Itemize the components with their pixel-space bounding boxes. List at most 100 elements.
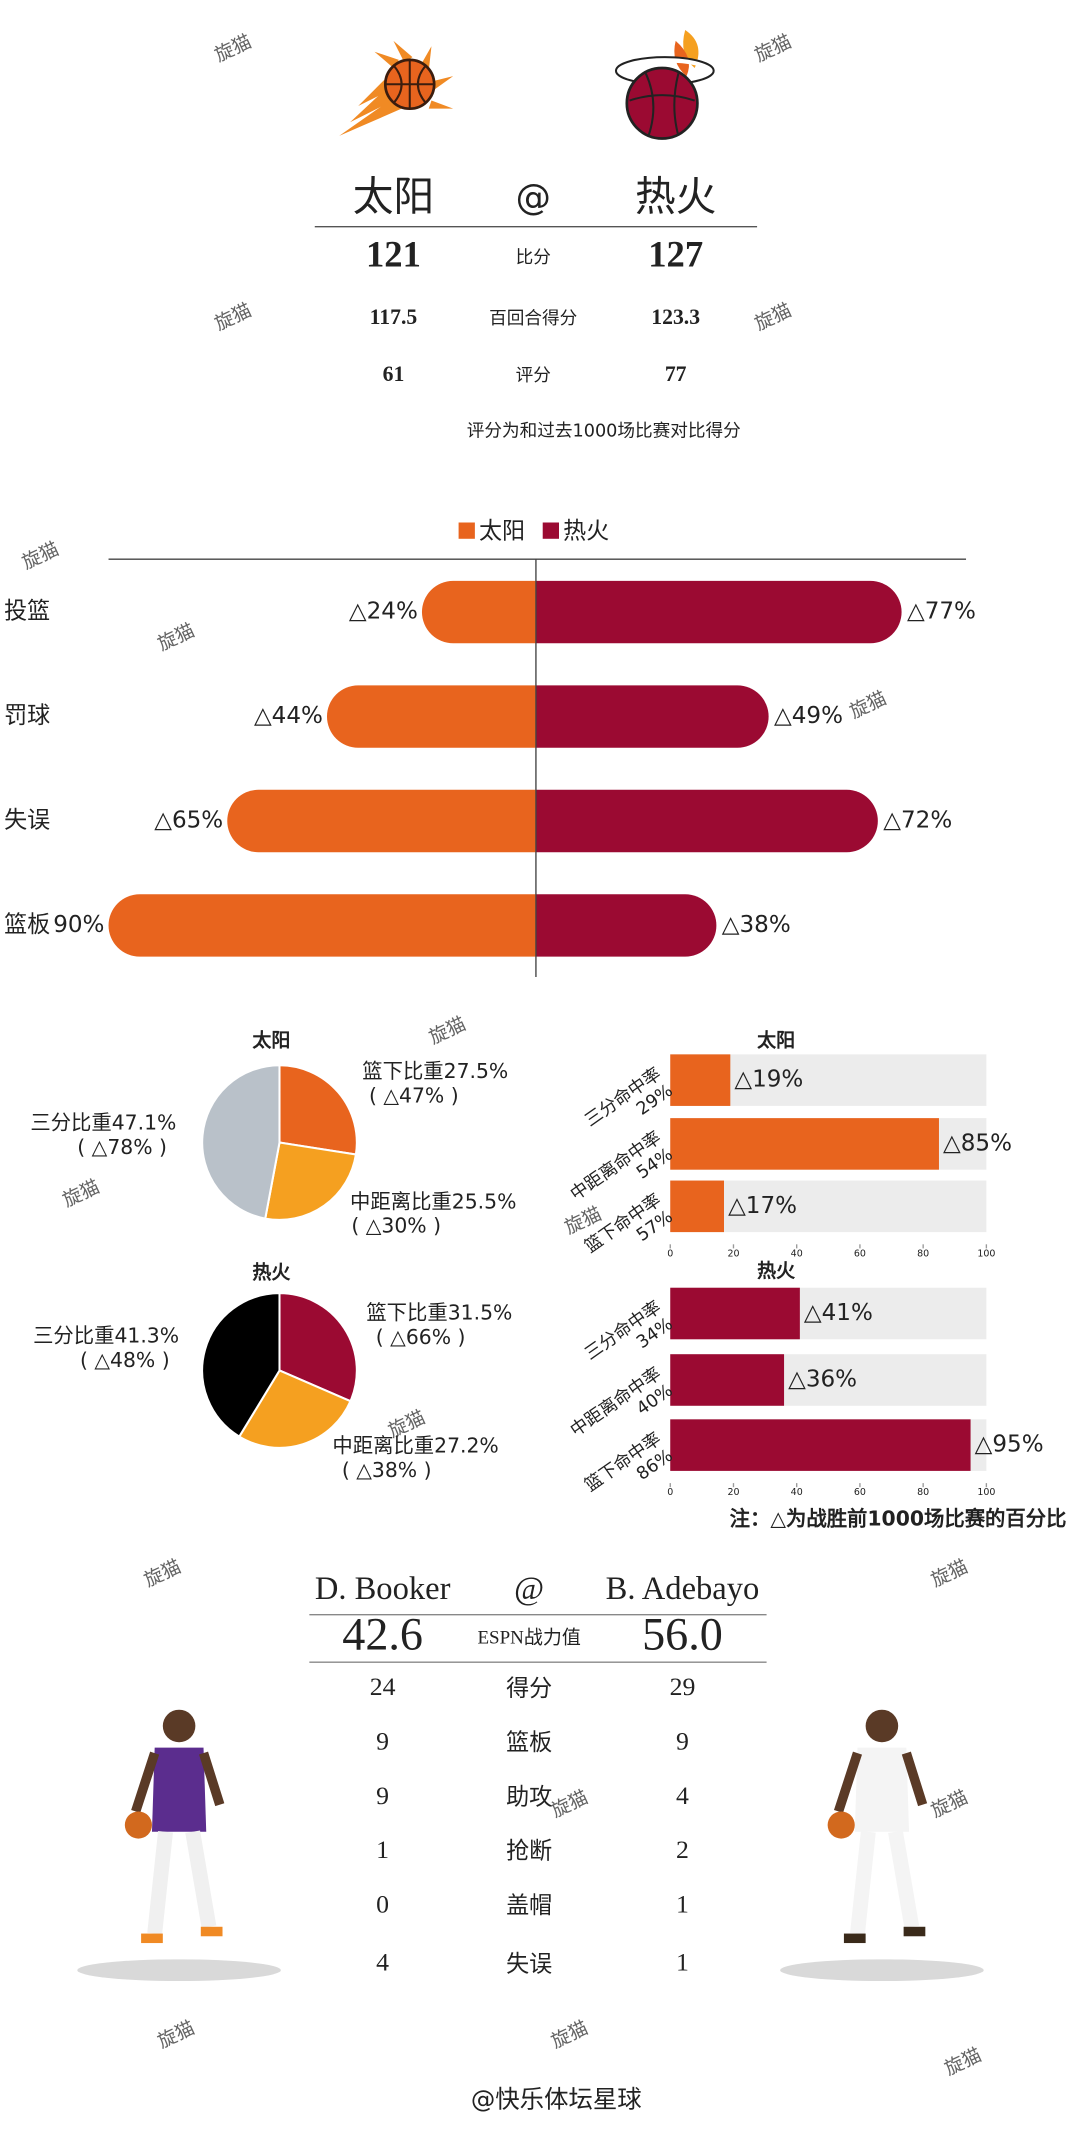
at-sign: @ (516, 178, 551, 219)
watermark: 旋猫 (59, 1176, 103, 1212)
pie-title: 热火 (252, 1260, 290, 1283)
head (162, 1709, 196, 1743)
bar (670, 1354, 785, 1406)
shoe (903, 1926, 926, 1937)
slice-annotation: ( △47% ) (369, 1083, 459, 1107)
x-tick-label: 80 (917, 1487, 929, 1498)
home-stat: 24 (370, 1672, 396, 1701)
away-value: 77 (665, 362, 687, 386)
ball (827, 1811, 855, 1839)
player-figure (77, 1709, 281, 1982)
away-stat: 4 (676, 1781, 689, 1810)
stat-label: 盖帽 (506, 1893, 552, 1919)
footnote: 注：△为战胜前1000场比赛的百分比 (730, 1507, 1067, 1531)
x-tick-label: 20 (727, 1248, 739, 1259)
score-label: 百回合得分 (489, 308, 577, 329)
home-team: 太阳 (353, 173, 434, 221)
away-stat: 1 (676, 1889, 689, 1918)
x-tick-label: 60 (854, 1248, 866, 1259)
value-label: △49% (774, 703, 843, 729)
value-label: △36% (788, 1366, 857, 1392)
slice-value: 41.3% (114, 1324, 179, 1348)
player-figure (780, 1709, 984, 1982)
x-tick-label: 100 (977, 1487, 995, 1498)
watermark: 旋猫 (426, 1013, 470, 1049)
watermark: 旋猫 (211, 299, 255, 335)
slice-label: 中距离比重25.5% (350, 1189, 516, 1213)
slice-label: 三分比重41.3% (33, 1324, 179, 1348)
slice-value: 25.5% (452, 1189, 517, 1213)
category-label: 失误 (4, 807, 50, 833)
bar (670, 1287, 800, 1340)
away-stat: 29 (670, 1672, 696, 1701)
home-stat: 9 (376, 1781, 389, 1810)
shoe (843, 1933, 866, 1944)
pie-slice (278, 1064, 358, 1156)
slice-label: 中距离比重27.2% (332, 1433, 498, 1457)
stat-label: 得分 (506, 1676, 552, 1702)
legend-swatch (458, 522, 475, 539)
arm (131, 1751, 225, 1813)
x-tick-label: 40 (791, 1487, 803, 1498)
away-team: 热火 (635, 173, 716, 221)
category-label: 三分命中率34% (581, 1297, 677, 1381)
x-tick-label: 60 (854, 1487, 866, 1498)
at-sign: @ (514, 1571, 544, 1607)
bar (670, 1419, 971, 1471)
home-stat: 1 (376, 1835, 389, 1864)
stat-label: 助攻 (506, 1784, 552, 1810)
slice-label: 篮下比重31.5% (366, 1301, 512, 1325)
bar (535, 894, 717, 957)
value-label: △95% (975, 1432, 1044, 1458)
watermark: 旋猫 (548, 2017, 592, 2053)
slice-annotation: ( △48% ) (80, 1348, 170, 1372)
pie-slice (201, 1292, 281, 1438)
value-label: △65% (154, 807, 223, 833)
arm (833, 1751, 928, 1813)
bar (535, 580, 902, 644)
x-tick-label: 0 (667, 1248, 673, 1259)
header-note: 评分为和过去1000场比赛对比得分 (467, 421, 741, 442)
watermark: 旋猫 (211, 31, 255, 67)
pie-slice (264, 1141, 358, 1221)
pie-slice (201, 1064, 281, 1220)
watermark: 旋猫 (548, 1786, 592, 1822)
bar (670, 1118, 939, 1170)
x-tick-label: 100 (977, 1248, 995, 1259)
category-label: 三分命中率29% (581, 1063, 677, 1147)
slice-annotation: ( △30% ) (351, 1214, 441, 1238)
watermark: 旋猫 (941, 2044, 985, 2080)
bar-title: 热火 (757, 1259, 795, 1282)
watermark: 旋猫 (846, 687, 890, 723)
bar (421, 580, 536, 644)
stat-label: 篮板 (506, 1730, 552, 1756)
bar-title: 太阳 (757, 1028, 795, 1051)
watermark: 旋猫 (19, 538, 63, 574)
value-label: △44% (254, 703, 323, 729)
torso (854, 1747, 910, 1832)
watermark: 旋猫 (751, 31, 795, 67)
bar (227, 789, 536, 853)
away-stat: 2 (676, 1835, 689, 1864)
value-label: △19% (734, 1067, 803, 1093)
score-label: 评分 (516, 365, 551, 386)
legs (147, 1830, 217, 1935)
watermark: 旋猫 (141, 1556, 185, 1592)
bar (108, 894, 536, 957)
away-stat: 9 (676, 1727, 689, 1756)
value-label: △38% (722, 912, 791, 938)
category-label: 罚球 (4, 703, 50, 729)
stat-label: 抢断 (506, 1839, 552, 1865)
home-player: D. Booker (315, 1571, 451, 1607)
shadow (77, 1959, 281, 1982)
value-label: 90% (53, 912, 104, 938)
away-rating: 56.0 (642, 1609, 723, 1660)
slice-annotation: ( △78% ) (77, 1135, 167, 1159)
watermark: 旋猫 (154, 619, 198, 655)
legend-label: 热火 (563, 519, 609, 545)
home-stat: 0 (376, 1889, 389, 1918)
watermark: 旋猫 (154, 2017, 198, 2053)
watermark: 旋猫 (751, 299, 795, 335)
home-stat: 4 (376, 1948, 389, 1977)
value-label: △77% (907, 599, 976, 625)
